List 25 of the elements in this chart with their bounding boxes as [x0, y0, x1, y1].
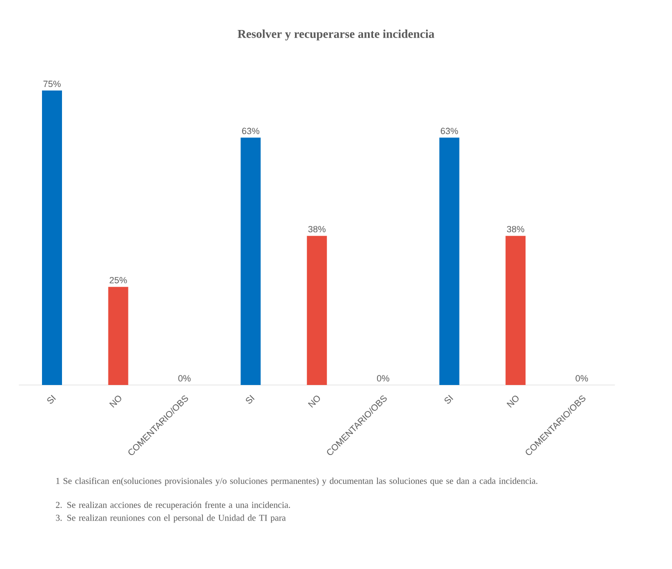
x-tick-label: SI: [246, 394, 255, 404]
data-label: 0%: [376, 375, 390, 382]
x-tick-label: SI: [444, 394, 454, 404]
x-tick-label: NO: [109, 396, 122, 408]
bar: [306, 236, 327, 385]
data-label: 0%: [576, 375, 588, 382]
chart-title: Resolver y recuperarse ante incidencia: [238, 30, 434, 40]
bar: [506, 236, 526, 385]
data-label: 75%: [43, 80, 61, 88]
x-tick-label: NO: [506, 396, 519, 408]
data-label: 25%: [110, 276, 127, 284]
bar: [108, 286, 128, 385]
text: 3. Se realizan reuniones con el personal de Unidad de TI para: [56, 514, 286, 523]
data-label: 38%: [308, 226, 326, 232]
bar: [439, 138, 460, 385]
text: 1 Se clasifican en(soluciones provisionales y/o soluciones permanentes) y documentan las soluciones que se dan a cada incidencia.: [56, 478, 538, 486]
data-label: 63%: [440, 128, 458, 134]
data-label: 0%: [178, 375, 191, 382]
data-label: 63%: [242, 128, 260, 134]
x-tick-label: SI: [47, 394, 56, 404]
text: 2. Se realizan acciones de recuperación frente a una incidencia.: [56, 502, 290, 510]
bar: [240, 138, 261, 385]
x-tick-label: NO: [308, 396, 320, 408]
bar: [42, 90, 62, 385]
data-label: 38%: [506, 226, 524, 232]
